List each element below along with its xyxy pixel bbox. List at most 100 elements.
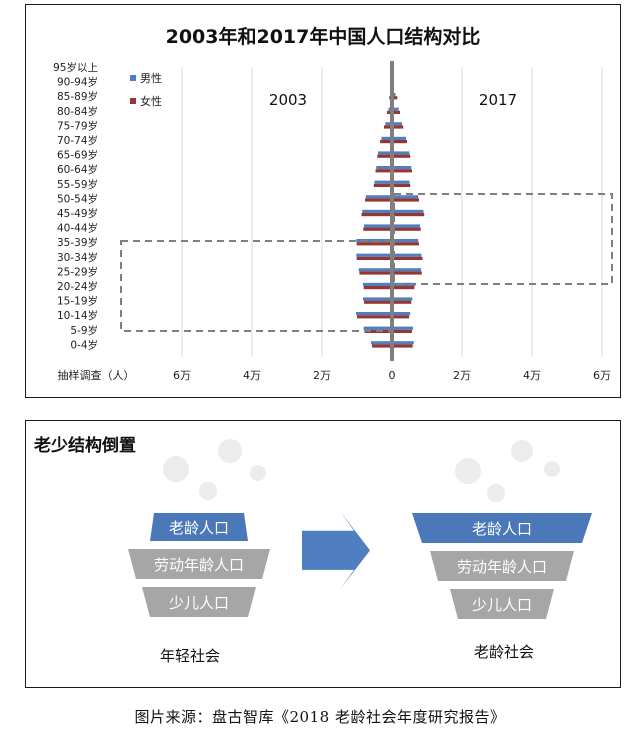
- bar-2003-male: [381, 136, 392, 140]
- bar-2017-female: [392, 110, 401, 114]
- population-pyramid-panel: 2003年和2017年中国人口结构对比 95岁以上 90-94岁 85-89岁 80-8…: [25, 4, 621, 398]
- bar-2017-female: [392, 271, 422, 275]
- bar-2017-male: [392, 224, 420, 228]
- bar-2003-male: [363, 326, 392, 330]
- x-axis-label: 抽样调查（人）: [58, 368, 135, 382]
- bar-2003-female: [364, 300, 392, 304]
- bar-2017-female: [392, 169, 412, 173]
- legend-male-swatch: [130, 75, 136, 81]
- legend-female-label: 女性: [140, 94, 162, 108]
- age-label: 35-39岁: [57, 236, 98, 249]
- x-tick-label: 4万: [523, 369, 541, 382]
- bar-2003-female: [359, 271, 392, 275]
- legend-male-label: 男性: [140, 71, 162, 85]
- bar-2003-female: [377, 154, 392, 158]
- age-label: 70-74岁: [57, 134, 98, 147]
- bar-2003-female: [387, 110, 392, 114]
- right-arrow-icon: [302, 511, 370, 590]
- age-label: 45-49岁: [57, 207, 98, 220]
- bar-2017-female: [392, 344, 413, 348]
- age-label: 40-44岁: [57, 222, 98, 235]
- bar-2017-male: [392, 297, 413, 301]
- young-children-label: 少儿人口: [169, 594, 229, 612]
- bar-2017-female: [392, 96, 398, 100]
- highlight-box-2017: [393, 193, 613, 285]
- bar-2003-female: [361, 213, 392, 217]
- age-label: 75-79岁: [57, 119, 98, 132]
- bar-2003-male: [358, 268, 392, 272]
- bar-2017-female: [392, 213, 425, 217]
- bar-2017-female: [392, 256, 423, 260]
- young-elderly-layer: [150, 513, 248, 541]
- bar-2003-male: [356, 253, 392, 257]
- age-label: 25-29岁: [57, 265, 98, 278]
- bar-2017-male: [392, 326, 413, 330]
- panel2-title: 老少结构倒置: [34, 436, 136, 456]
- x-tick-label: 2万: [453, 369, 471, 382]
- bar-2003-female: [373, 183, 392, 187]
- center-axis: [390, 61, 394, 361]
- bar-2003-male: [376, 166, 392, 170]
- age-label: 80-84岁: [57, 105, 98, 118]
- legend-female-swatch: [130, 98, 136, 104]
- bar-2017-male: [392, 312, 411, 316]
- bar-2017-male: [392, 195, 419, 199]
- age-label: 50-54岁: [57, 192, 98, 205]
- age-label: 85-89岁: [57, 90, 98, 103]
- bar-2017-male: [392, 268, 422, 272]
- young-children-layer: [142, 587, 256, 617]
- bar-2017-male: [392, 253, 422, 257]
- bar-2003-female: [356, 256, 392, 260]
- bar-2003-female: [363, 227, 392, 231]
- bar-2017-male: [392, 122, 403, 126]
- bar-2003-male: [374, 180, 392, 184]
- bar-2003-male: [364, 224, 392, 228]
- age-label: 60-64岁: [57, 163, 98, 176]
- image-source-caption: 图片来源：盘古智库《2018 老龄社会年度研究报告》: [134, 708, 506, 726]
- old-children-label: 少儿人口: [472, 596, 532, 614]
- age-label: 65-69岁: [57, 149, 98, 162]
- age-label: 10-14岁: [57, 309, 98, 322]
- bar-2017-female: [392, 329, 412, 333]
- bar-2003-female: [383, 125, 392, 129]
- highlight-box-2003: [120, 240, 394, 332]
- bar-2003-female: [375, 169, 392, 173]
- bar-2017-male: [392, 136, 406, 140]
- bar-2017-female: [392, 140, 408, 144]
- inversion-diagram: 老龄人口 劳动年龄人口 少儿人口 年轻社会 老龄人口 劳动年龄人口 少儿人口 老…: [128, 439, 592, 665]
- bar-2003-male: [378, 151, 392, 155]
- bar-2017-female: [392, 300, 412, 304]
- bar-2017-female: [392, 315, 410, 319]
- bar-2017-female: [392, 286, 415, 290]
- bar-2003-male: [362, 282, 392, 286]
- structure-inversion-panel: 老少结构倒置 老龄人口 劳动年龄人口 少儿人口 年轻社会 老: [25, 420, 621, 688]
- x-tick-label: 0: [389, 369, 396, 382]
- bar-2017-male: [392, 341, 414, 345]
- old-working-label: 劳动年龄人口: [457, 558, 547, 576]
- bar-2003-male: [355, 312, 392, 316]
- bar-2017-male: [392, 180, 410, 184]
- age-label: 95岁以上: [53, 61, 98, 74]
- old-children-layer: [450, 589, 554, 619]
- age-label: 55-59岁: [57, 178, 98, 191]
- bar-2017-female: [392, 198, 419, 202]
- bar-2003-female: [363, 286, 392, 290]
- bar-2017-male: [392, 166, 412, 170]
- old-elderly-layer: [412, 513, 592, 543]
- bar-2017-male: [392, 107, 399, 111]
- bar-2017-female: [392, 154, 411, 158]
- old-society-stack: 老龄人口 劳动年龄人口 少儿人口 老龄社会: [412, 513, 592, 661]
- bar-2003-male: [362, 209, 392, 213]
- bar-2017-male: [392, 151, 410, 155]
- bar-2003-male: [371, 341, 392, 345]
- age-label: 0-4岁: [70, 338, 98, 351]
- bar-2017-female: [392, 125, 404, 129]
- young-society-label: 年轻社会: [160, 647, 220, 665]
- young-society-stack: 老龄人口 劳动年龄人口 少儿人口 年轻社会: [128, 513, 270, 665]
- age-label: 20-24岁: [57, 280, 98, 293]
- bar-2017-male: [392, 239, 419, 243]
- young-working-layer: [128, 549, 270, 579]
- annotation-2003: 2003: [269, 91, 307, 109]
- chart-title: 2003年和2017年中国人口结构对比: [166, 25, 481, 48]
